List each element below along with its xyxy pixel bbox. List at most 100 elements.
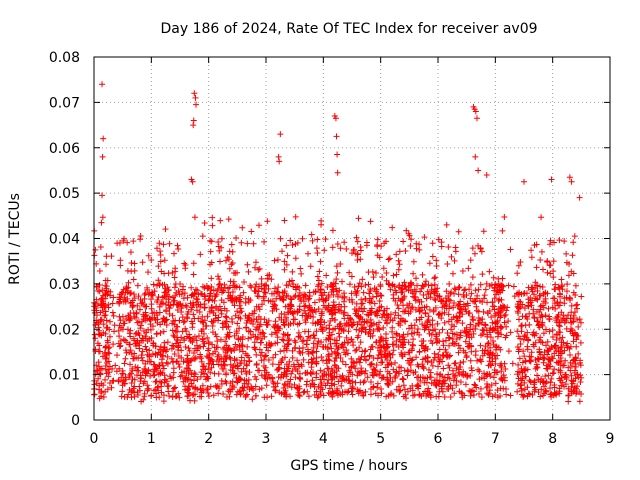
data-point — [258, 339, 265, 346]
data-point — [194, 347, 201, 354]
data-point — [395, 312, 402, 319]
data-point — [216, 276, 223, 283]
data-point — [129, 387, 136, 394]
data-point — [215, 285, 222, 292]
data-point — [169, 388, 176, 395]
data-point — [365, 281, 372, 288]
data-point — [357, 339, 364, 346]
data-point — [359, 308, 366, 315]
data-point — [124, 239, 131, 246]
data-point — [142, 368, 149, 375]
data-point — [205, 393, 212, 400]
data-point — [208, 364, 215, 371]
data-point — [550, 274, 557, 281]
data-point — [183, 370, 190, 377]
data-point — [373, 361, 380, 368]
x-tick-label: 7 — [491, 431, 500, 447]
data-point — [336, 301, 343, 308]
data-point — [575, 350, 582, 357]
data-point — [114, 352, 121, 359]
data-point — [478, 394, 485, 401]
data-point — [401, 279, 408, 286]
data-point — [234, 308, 241, 315]
data-point — [349, 378, 356, 385]
data-point — [536, 349, 543, 356]
data-point — [96, 395, 103, 402]
data-point — [237, 391, 244, 398]
data-point — [408, 330, 415, 337]
data-point — [362, 388, 369, 395]
data-point — [314, 343, 321, 350]
data-point — [551, 350, 558, 357]
data-point — [445, 371, 452, 378]
data-point — [121, 294, 128, 301]
data-point — [172, 280, 179, 287]
data-point — [171, 350, 178, 357]
data-point — [281, 391, 288, 398]
data-point — [450, 377, 457, 384]
data-point — [366, 326, 373, 333]
data-point — [340, 327, 347, 334]
data-point — [117, 295, 124, 302]
data-point — [268, 393, 275, 400]
data-point — [337, 260, 344, 267]
data-point — [277, 131, 284, 138]
data-point — [570, 270, 577, 277]
data-point — [266, 342, 273, 349]
data-point — [163, 307, 170, 314]
data-point — [256, 346, 263, 353]
data-point — [136, 383, 143, 390]
data-point — [349, 359, 356, 366]
data-point — [213, 344, 220, 351]
data-point — [556, 302, 563, 309]
data-point — [455, 349, 462, 356]
data-point — [205, 389, 212, 396]
data-point — [359, 348, 366, 355]
data-point — [241, 279, 248, 286]
data-point — [374, 236, 381, 243]
data-point — [568, 178, 575, 185]
data-point — [259, 335, 266, 342]
data-point — [470, 392, 477, 399]
data-point — [306, 302, 313, 309]
data-point — [344, 389, 351, 396]
data-point — [497, 385, 504, 392]
data-point — [451, 299, 458, 306]
data-point — [249, 396, 256, 403]
data-point — [270, 383, 277, 390]
data-point — [102, 376, 109, 383]
data-point — [578, 391, 585, 398]
data-point — [522, 373, 529, 380]
data-point — [429, 362, 436, 369]
data-point — [446, 281, 453, 288]
data-point — [281, 354, 288, 361]
data-point — [150, 340, 157, 347]
data-point — [145, 269, 152, 276]
data-point — [198, 355, 205, 362]
data-point — [416, 246, 423, 253]
data-point — [376, 326, 383, 333]
data-point — [325, 294, 332, 301]
data-point — [103, 351, 110, 358]
data-point — [565, 398, 572, 405]
data-point — [183, 365, 190, 372]
data-point — [545, 305, 552, 312]
data-point — [558, 276, 565, 283]
data-point — [548, 176, 555, 183]
data-point — [546, 328, 553, 335]
data-point — [367, 346, 374, 353]
data-point — [114, 240, 121, 247]
data-point — [520, 336, 527, 343]
data-point — [465, 302, 472, 309]
data-point — [299, 338, 306, 345]
data-point — [572, 361, 579, 368]
data-point — [229, 259, 236, 266]
data-point — [340, 311, 347, 318]
data-point — [132, 363, 139, 370]
data-point — [547, 385, 554, 392]
data-point — [549, 304, 556, 311]
data-point — [334, 151, 341, 158]
data-point — [93, 380, 100, 387]
data-point — [551, 384, 558, 391]
data-point — [318, 353, 325, 360]
